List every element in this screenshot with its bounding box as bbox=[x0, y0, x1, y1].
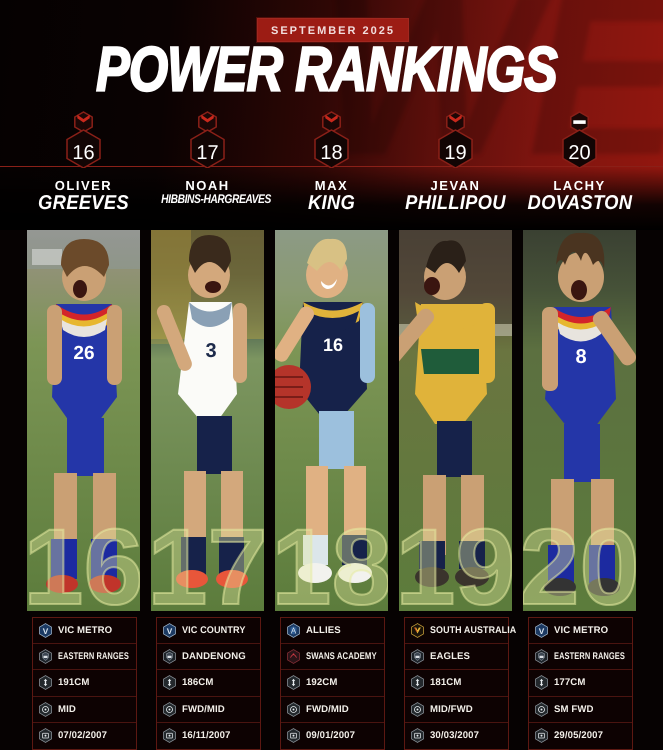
svg-text:8: 8 bbox=[575, 346, 586, 368]
svg-text:19: 19 bbox=[444, 142, 466, 164]
svg-text:V: V bbox=[43, 627, 49, 636]
svg-text:V: V bbox=[539, 627, 545, 636]
svg-text:20: 20 bbox=[568, 142, 590, 164]
svg-text:3: 3 bbox=[205, 340, 216, 362]
svg-text:16: 16 bbox=[72, 142, 94, 164]
svg-text:V: V bbox=[167, 627, 173, 636]
svg-text:16: 16 bbox=[323, 335, 343, 355]
svg-text:18: 18 bbox=[320, 142, 342, 164]
svg-text:17: 17 bbox=[196, 142, 218, 164]
svg-text:26: 26 bbox=[73, 343, 94, 364]
